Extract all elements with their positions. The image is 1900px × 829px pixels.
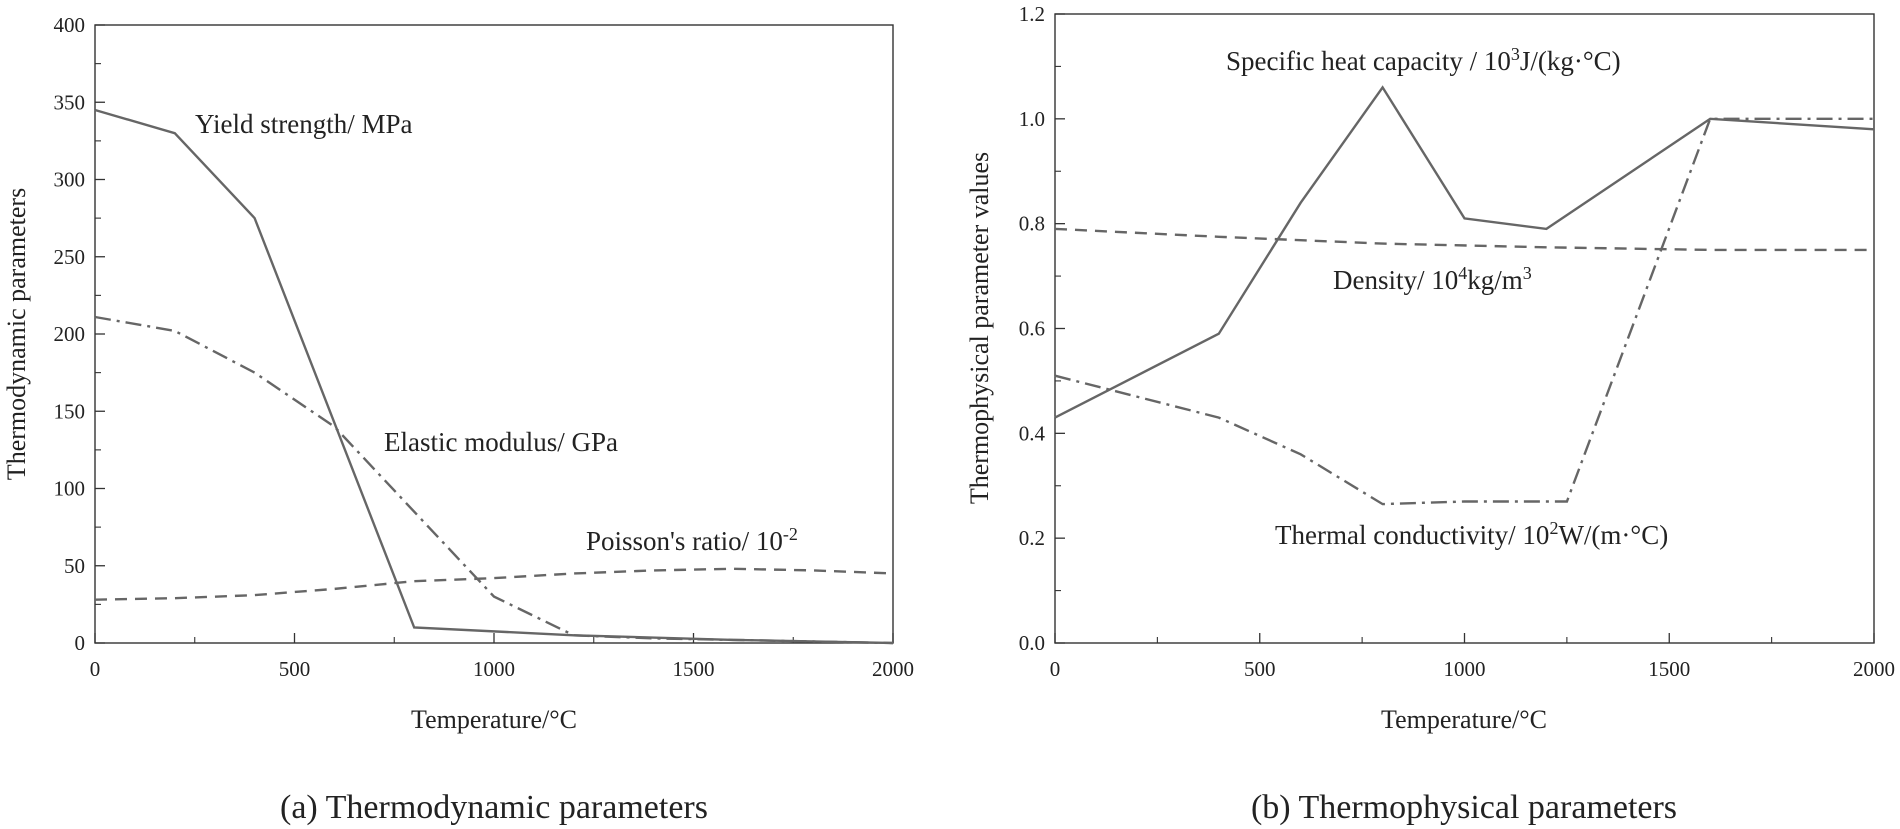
y-tick-label: 250 [54, 245, 86, 269]
x-tick-label: 1500 [1648, 657, 1690, 681]
x-tick-label: 1500 [673, 657, 715, 681]
series-line-solid-0 [1054, 85, 1875, 419]
y-tick-label: 150 [54, 399, 86, 423]
series-lines [94, 108, 894, 645]
series-lines [1054, 85, 1875, 506]
x-tick-label: 1000 [473, 657, 515, 681]
y-ticks: 0 50 100 150 200 250 300 350 400 [54, 13, 105, 655]
y-tick-label: 0.0 [1019, 631, 1045, 655]
series-line-dashdot-2 [1054, 117, 1874, 506]
y-axis-label: Thermophysical parameter values [965, 152, 994, 504]
y-tick-label: 1.2 [1019, 2, 1045, 26]
series-line-dashdot-1 [94, 315, 894, 645]
series-label-0: Specific heat capacity / 103J/(kg·°C) [1226, 44, 1621, 76]
y-ticks: 0.0 0.2 0.4 0.6 0.8 1.0 1.2 [1019, 2, 1065, 655]
x-tick-label: 0 [1050, 657, 1061, 681]
y-tick-label: 0.2 [1019, 526, 1045, 550]
chart-thermodynamic-parameters: 0 500 1000 1500 2000 0 50 100 150 200 250 300 350 40… [2, 13, 914, 826]
series-line-solid-0 [94, 108, 894, 645]
series-label-2: Poisson's ratio/ 10-2 [586, 524, 798, 556]
series-line-dashed-1 [1054, 227, 1874, 252]
y-tick-label: 0.8 [1019, 212, 1045, 236]
x-ticks: 0 500 1000 1500 2000 [90, 633, 914, 681]
y-tick-label: 50 [64, 554, 85, 578]
x-tick-label: 2000 [872, 657, 914, 681]
y-tick-label: 1.0 [1019, 107, 1045, 131]
y-tick-label: 350 [54, 90, 86, 114]
y-tick-label: 100 [54, 477, 86, 501]
chart-caption: (a) Thermodynamic parameters [280, 789, 708, 826]
y-tick-label: 0.4 [1019, 421, 1046, 445]
series-label-1: Density/ 104kg/m3 [1333, 263, 1532, 295]
x-tick-label: 500 [279, 657, 311, 681]
y-tick-label: 300 [54, 168, 86, 192]
x-tick-label: 1000 [1444, 657, 1486, 681]
series-annotations: Yield strength/ MPa Elastic modulus/ GPa P… [195, 109, 798, 556]
series-annotations: Specific heat capacity / 103J/(kg·°C) Den… [1226, 44, 1668, 550]
x-tick-label: 0 [90, 657, 101, 681]
y-tick-label: 400 [54, 13, 86, 37]
chart-caption: (b) Thermophysical parameters [1251, 789, 1677, 826]
series-line-dashed-2 [94, 567, 894, 601]
x-axis-label: Temperature/°C [1381, 705, 1547, 734]
y-tick-label: 200 [54, 322, 86, 346]
chart-thermophysical-parameters: 0 500 1000 1500 2000 0.0 0.2 0.4 0.6 0.8 1.0 1.2 S… [965, 2, 1895, 826]
x-tick-label: 2000 [1853, 657, 1895, 681]
series-label-1: Elastic modulus/ GPa [384, 427, 618, 457]
series-label-2: Thermal conductivity/ 102W/(m·°C) [1275, 518, 1668, 550]
y-tick-label: 0.6 [1019, 317, 1045, 341]
series-label-0: Yield strength/ MPa [195, 109, 413, 139]
x-ticks: 0 500 1000 1500 2000 [1050, 633, 1895, 681]
x-tick-label: 500 [1244, 657, 1276, 681]
x-axis-label: Temperature/°C [411, 705, 577, 734]
y-tick-label: 0 [75, 631, 86, 655]
y-axis-label: Thermodynamic parameters [2, 188, 31, 480]
